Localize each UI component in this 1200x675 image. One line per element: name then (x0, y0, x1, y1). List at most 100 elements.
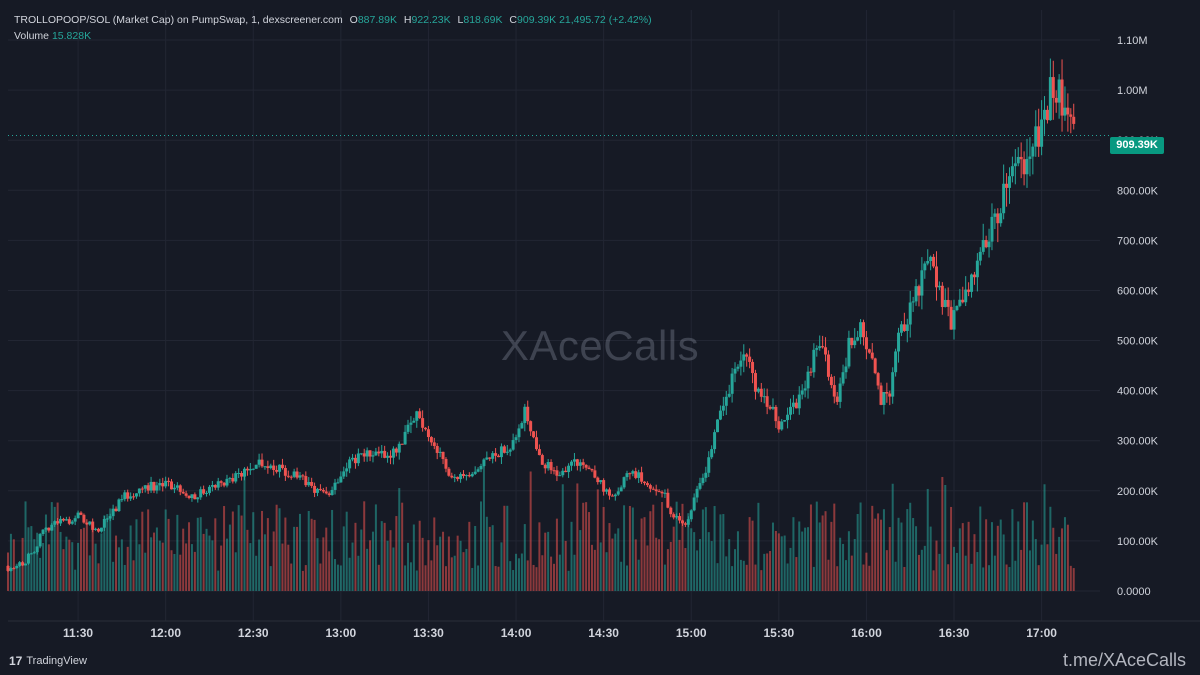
volume-bar (915, 526, 918, 591)
volume-bar (468, 521, 471, 591)
volume-bar (409, 562, 412, 591)
volume-bar (459, 540, 462, 591)
candle-body (35, 546, 39, 553)
candle-body (467, 475, 471, 477)
volume-bar (316, 538, 319, 591)
candle-body (59, 518, 63, 524)
volume-bar (742, 560, 745, 591)
volume-bar (573, 554, 576, 591)
volume-bar (547, 531, 550, 591)
candle-body (835, 396, 839, 402)
volume-bar (225, 538, 228, 591)
volume-bar (804, 527, 807, 591)
candle-body (237, 472, 241, 474)
candle-body (704, 472, 708, 478)
candle-body (245, 468, 249, 471)
tradingview-logo[interactable]: 17 TradingView (9, 654, 87, 668)
candle-body (926, 261, 930, 264)
volume-bar (424, 565, 427, 591)
volume-bar (999, 519, 1002, 591)
volume-bar (208, 535, 211, 591)
candle-body (885, 392, 889, 394)
volume-bar (871, 505, 874, 591)
volume-bar (897, 517, 900, 591)
volume-value: 15.828K (51, 30, 92, 42)
x-tick-label: 11:30 (63, 626, 93, 640)
volume-bar (1037, 565, 1040, 591)
candle-body (867, 349, 871, 353)
candle-body (187, 495, 191, 499)
candle-body (540, 455, 544, 465)
volume-bar (687, 513, 690, 591)
candle-body (339, 476, 343, 483)
volume-bar (447, 536, 450, 591)
volume-bar (821, 515, 824, 591)
volume-bar (955, 552, 958, 591)
volume-bar (506, 505, 509, 591)
candle-body (1022, 159, 1026, 175)
volume-bar (529, 471, 532, 591)
candle-body (651, 488, 655, 490)
volume-bar (117, 547, 120, 591)
volume-bar (909, 502, 912, 591)
candle-body (716, 419, 720, 433)
candle-body (479, 465, 483, 470)
candle-body (1010, 166, 1014, 177)
volume-bar (812, 566, 815, 591)
volume-bar (512, 570, 515, 591)
volume-bar (442, 531, 445, 591)
volume-bar (307, 510, 310, 591)
volume-bar (920, 549, 923, 591)
candle-body (695, 488, 699, 498)
volume-bar (544, 532, 547, 591)
telegram-link[interactable]: t.me/XAceCalls (1062, 650, 1186, 670)
volume-bar (701, 509, 704, 591)
candle-body (1063, 107, 1067, 116)
candle-body (9, 568, 13, 571)
candle-body (791, 402, 795, 407)
volume-bar (614, 533, 617, 591)
candle-body (584, 464, 588, 468)
volume-bar (809, 504, 812, 591)
candle-body (476, 469, 480, 472)
candle-body (724, 396, 728, 406)
volume-bar (515, 553, 518, 591)
volume-bar (228, 524, 231, 591)
candle-body (1028, 156, 1032, 159)
volume-bar (404, 565, 407, 591)
candle-body (943, 299, 947, 308)
candle-body (824, 347, 828, 355)
volume-bar (923, 545, 926, 591)
volume-bar (710, 541, 713, 591)
candle-body (526, 406, 530, 422)
candle-body (993, 213, 997, 217)
y-tick-label: 0.0000 (1117, 586, 1151, 598)
volume-bar (637, 559, 640, 591)
volume-bar (728, 539, 731, 591)
volume-bar (748, 517, 751, 591)
volume-bar (56, 502, 59, 591)
volume-bar (383, 522, 386, 591)
candle-body (108, 516, 112, 519)
y-tick-label: 200.00K (1117, 486, 1159, 498)
volume-bar (395, 516, 398, 591)
volume-bar (944, 484, 947, 591)
volume-bar (205, 528, 208, 591)
candle-body (578, 462, 582, 466)
x-tick-label: 13:30 (413, 626, 444, 640)
candle-body (940, 285, 944, 308)
volume-bar (354, 522, 357, 591)
candle-body (730, 373, 734, 394)
volume-bar (1058, 536, 1061, 591)
volume-bar (281, 543, 284, 591)
volume-bar (418, 520, 421, 591)
candle-body (675, 516, 679, 518)
volume-bar (357, 555, 360, 591)
candle-body (952, 310, 956, 330)
volume-bar (1072, 568, 1075, 591)
volume-bar (1031, 520, 1034, 591)
candle-body (1040, 119, 1044, 147)
candle-body (216, 481, 220, 488)
